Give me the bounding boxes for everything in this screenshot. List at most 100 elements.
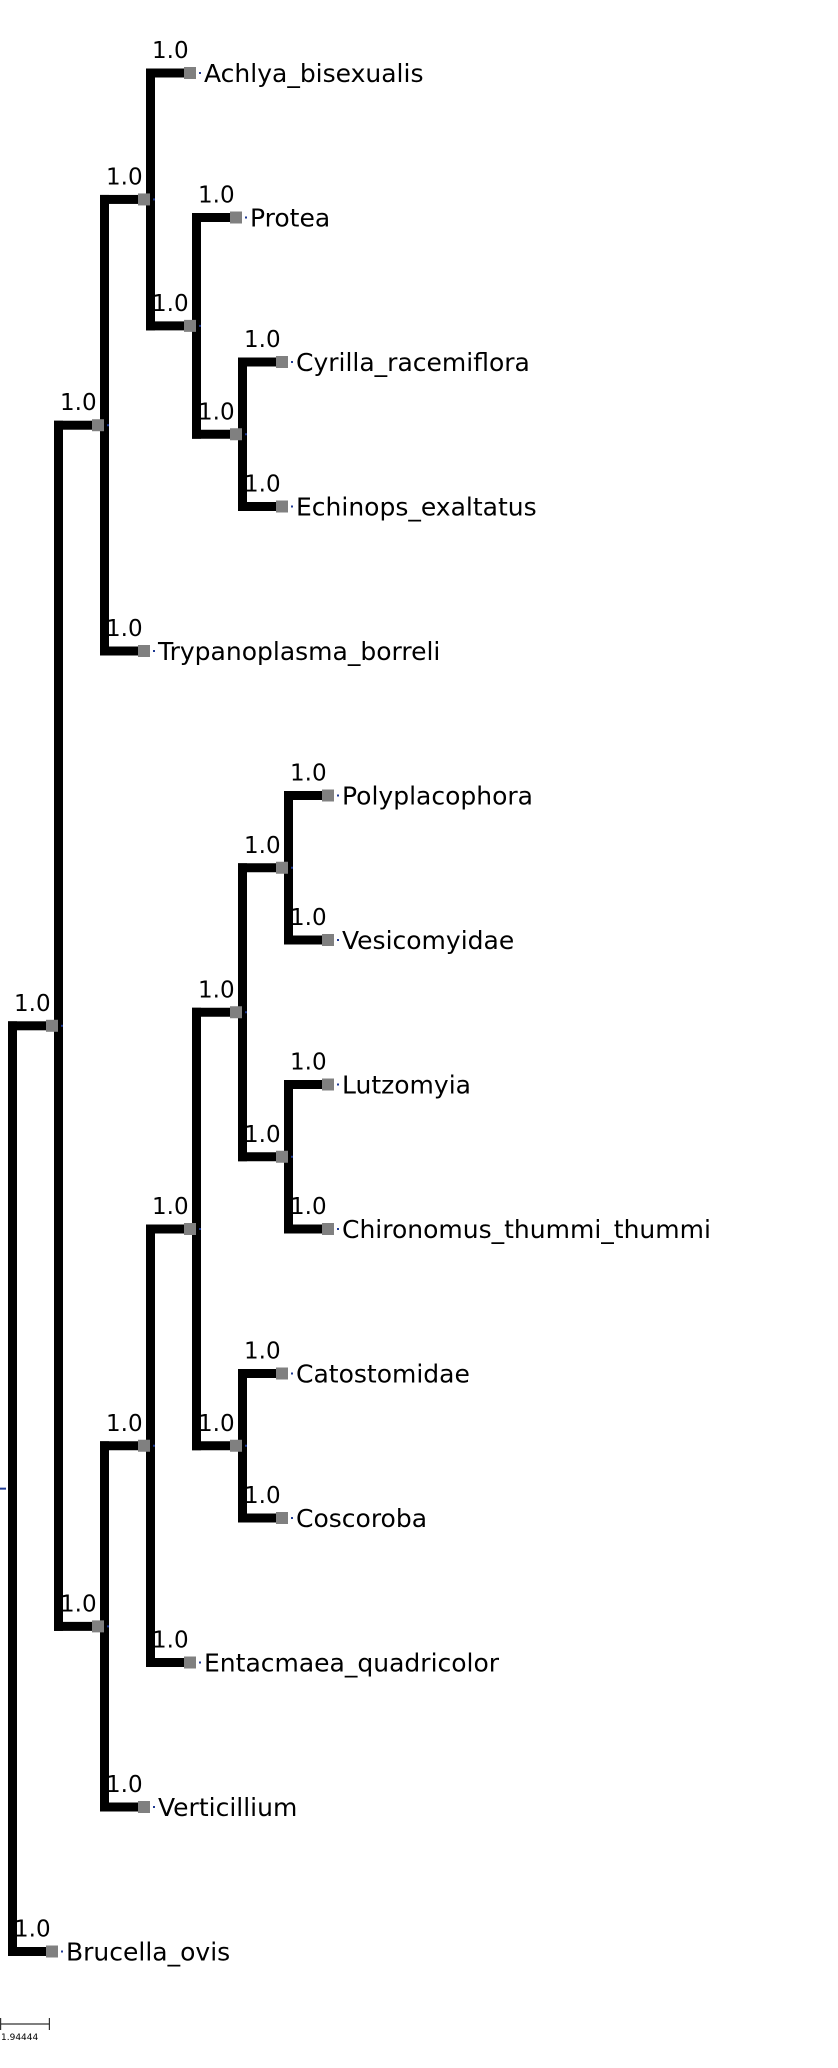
support-value: 1.0: [290, 1194, 327, 1220]
support-value: 1.0: [106, 164, 143, 190]
support-value: 1.0: [14, 1917, 51, 1943]
node-dot: [107, 1625, 109, 1628]
support-box: [184, 67, 196, 79]
branch-vertical: [146, 68, 155, 331]
node-dot: [291, 1372, 293, 1375]
support-box: [92, 1620, 104, 1633]
node-dot: [291, 1517, 293, 1519]
support-value: 1.0: [152, 1194, 189, 1220]
node-dot: [199, 324, 201, 327]
branch-horizontal: [146, 68, 184, 78]
node-dot: [153, 1444, 155, 1447]
node-dot: [61, 1950, 63, 1953]
support-value: 1.0: [106, 1411, 143, 1437]
node-dot: [291, 1155, 293, 1158]
support-box: [184, 1656, 196, 1669]
node-dot: [337, 1083, 339, 1086]
leaf-label: Lutzomyia: [342, 1071, 471, 1100]
node-dot: [153, 650, 155, 652]
support-box: [322, 789, 334, 802]
support-box: [276, 1512, 288, 1524]
leaf-label: Coscoroba: [296, 1504, 427, 1533]
support-box: [230, 211, 242, 224]
branch-vertical: [238, 357, 247, 511]
branch-horizontal: [238, 1369, 276, 1378]
leaf-label: Polyplacophora: [342, 782, 533, 811]
support-value: 1.0: [244, 472, 281, 498]
leaf-label: Verticillium: [158, 1793, 297, 1822]
support-box: [138, 1439, 150, 1452]
support-value: 1.0: [198, 1411, 235, 1437]
node-dot: [337, 1228, 339, 1230]
support-box: [276, 500, 288, 513]
branch-horizontal: [8, 1947, 46, 1956]
support-value: 1.0: [290, 905, 327, 931]
tree-branches: [0, 68, 322, 1956]
branch-horizontal: [284, 1080, 322, 1089]
node-dot: [199, 1661, 201, 1664]
support-box: [230, 428, 242, 441]
leaf-label: Achlya_bisexualis: [204, 59, 423, 88]
branch-horizontal: [100, 646, 138, 656]
support-box: [276, 861, 288, 874]
leaf-label: Entacmaea_quadricolor: [204, 1649, 500, 1678]
node-dot: [245, 216, 247, 219]
support-value: 1.0: [60, 390, 97, 416]
branch-horizontal: [238, 1513, 276, 1523]
branch-horizontal: [238, 863, 276, 873]
branch-horizontal: [192, 1007, 230, 1017]
node-dot: [291, 866, 293, 869]
support-value: 1.0: [290, 761, 327, 787]
branch-horizontal: [192, 1441, 230, 1451]
scale-bar: 1.94444: [0, 2018, 51, 2043]
branch-horizontal: [192, 429, 230, 439]
node-dot: [245, 1444, 247, 1447]
branch-horizontal: [146, 1658, 184, 1667]
support-box: [92, 419, 104, 432]
branch-horizontal: [146, 321, 184, 331]
support-box: [184, 1223, 196, 1235]
tree-nodes: 1.0 1.0 1.0 1.0 1.0 1.0 1.0 1.0 1.0 1.0 1.0 1.0 1.0 1…: [14, 38, 339, 1958]
branch-horizontal: [192, 213, 230, 222]
branch-horizontal: [146, 1224, 184, 1234]
branch-vertical: [100, 1441, 109, 1812]
support-box: [322, 1078, 334, 1091]
branch-horizontal: [100, 1802, 138, 1812]
support-box: [276, 1367, 288, 1380]
tree-leaves: Achlya_bisexualis Protea Cyrilla_racemiflo…: [66, 59, 711, 1967]
support-box: [322, 1223, 334, 1235]
support-value: 1.0: [198, 183, 235, 209]
support-value: 1.0: [244, 1122, 281, 1148]
branch-horizontal: [238, 1152, 276, 1162]
support-box: [184, 319, 196, 332]
leaf-label: Trypanoplasma_borreli: [157, 637, 440, 666]
node-dot: [199, 72, 201, 74]
leaf-label: Brucella_ovis: [66, 1938, 230, 1967]
node-dot: [337, 939, 339, 941]
branch-vertical: [284, 1080, 293, 1234]
support-value: 1.0: [14, 991, 51, 1017]
support-value: 1.0: [244, 833, 281, 859]
node-dot: [291, 505, 293, 508]
scale-bar-label: 1.94444: [1, 2033, 38, 2043]
leaf-label: Chironomus_thummi_thummi: [342, 1215, 711, 1244]
branch-vertical: [8, 1021, 17, 1956]
node-dot: [61, 1024, 63, 1027]
branch-horizontal: [54, 420, 92, 430]
support-value: 1.0: [152, 1628, 189, 1654]
support-box: [138, 645, 150, 657]
root-stub: [0, 1487, 6, 1490]
support-box: [46, 1945, 58, 1958]
branch-vertical: [238, 1369, 247, 1523]
node-dot: [291, 361, 293, 363]
branch-horizontal: [100, 1441, 138, 1451]
support-value: 1.0: [244, 1339, 281, 1365]
support-box: [276, 1150, 288, 1163]
node-dot: [153, 1806, 155, 1808]
branch-horizontal: [54, 1621, 92, 1631]
support-value: 1.0: [198, 399, 235, 425]
branch-vertical: [146, 1224, 155, 1667]
node-dot: [199, 1228, 201, 1230]
branch-vertical: [284, 791, 293, 945]
support-value: 1.0: [290, 1050, 327, 1076]
